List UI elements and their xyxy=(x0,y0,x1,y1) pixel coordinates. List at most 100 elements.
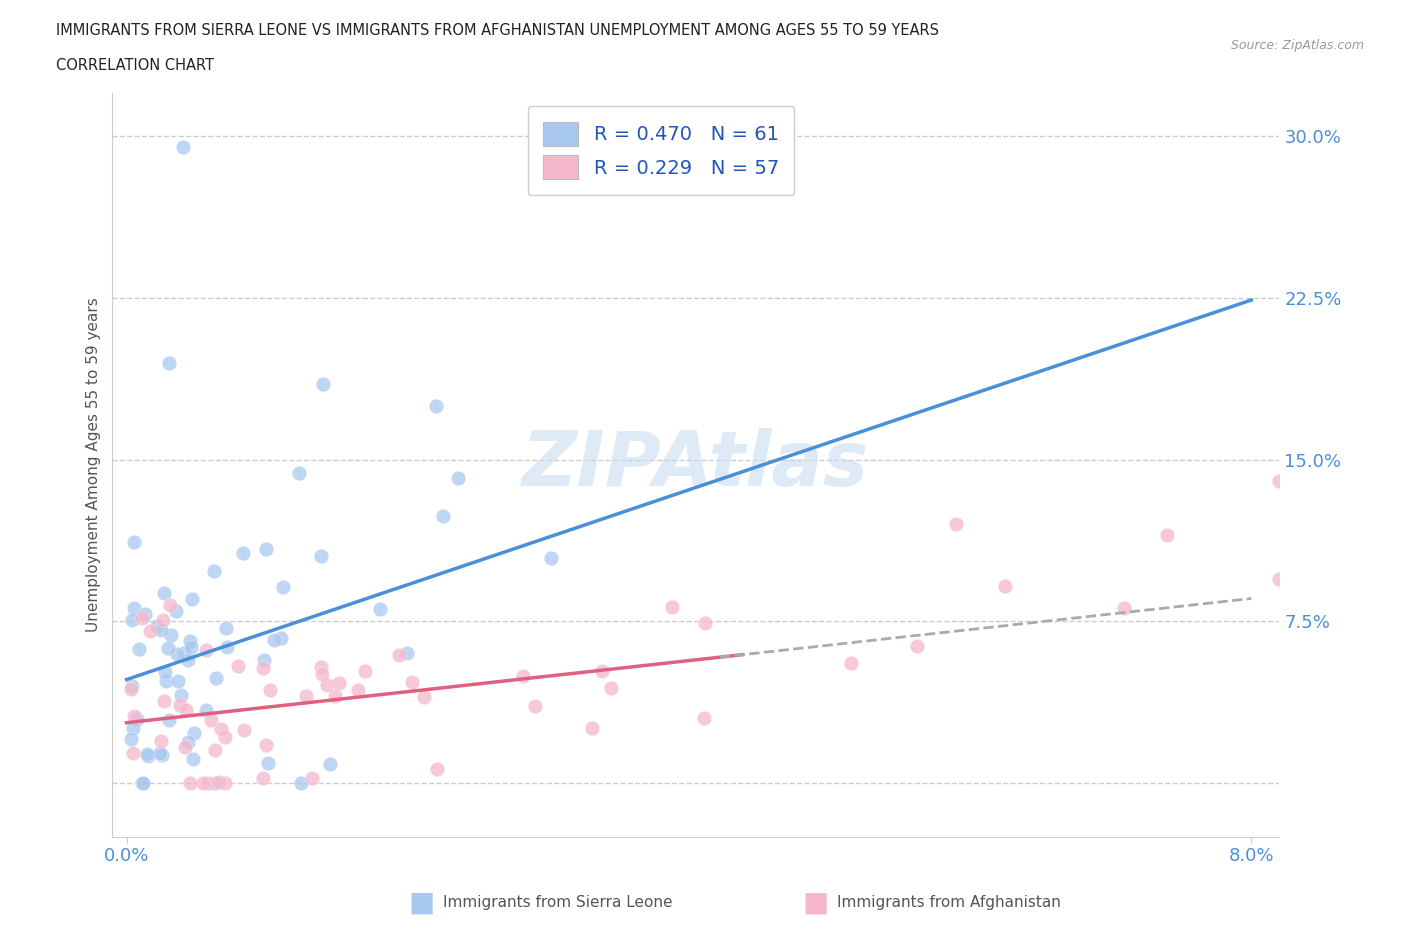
Point xyxy=(661,600,683,615)
Point xyxy=(347,683,370,698)
Point xyxy=(136,749,159,764)
Point xyxy=(524,698,547,713)
Text: CORRELATION CHART: CORRELATION CHART xyxy=(56,58,214,73)
Point xyxy=(354,664,377,679)
Point xyxy=(134,606,156,621)
Point xyxy=(945,517,967,532)
Point xyxy=(124,534,146,549)
Point xyxy=(328,676,350,691)
Point xyxy=(183,725,205,740)
Point xyxy=(994,578,1017,593)
Point xyxy=(177,652,200,667)
Point xyxy=(136,747,159,762)
Point xyxy=(122,601,145,616)
Point xyxy=(194,702,217,717)
Point xyxy=(311,667,333,682)
Point xyxy=(540,551,562,565)
Point xyxy=(152,612,174,627)
Point xyxy=(252,660,274,675)
Point xyxy=(295,688,318,703)
Point xyxy=(309,549,332,564)
Point xyxy=(254,737,277,752)
Point xyxy=(204,742,226,757)
Point xyxy=(181,591,204,606)
Point xyxy=(155,665,177,680)
Point xyxy=(146,618,169,633)
Point xyxy=(271,579,294,594)
Point xyxy=(301,770,323,785)
Point xyxy=(232,546,254,561)
Point xyxy=(180,640,202,655)
Point xyxy=(157,640,180,655)
Point xyxy=(426,762,449,777)
Text: ■: ■ xyxy=(803,888,828,916)
Point xyxy=(202,564,225,578)
Point xyxy=(323,688,346,703)
Legend: R = 0.470   N = 61, R = 0.229   N = 57: R = 0.470 N = 61, R = 0.229 N = 57 xyxy=(527,106,794,194)
Point xyxy=(591,663,613,678)
Point xyxy=(839,656,862,671)
Point xyxy=(132,776,155,790)
Point xyxy=(693,616,716,631)
Point xyxy=(312,377,335,392)
Point xyxy=(157,713,180,728)
Point xyxy=(152,585,174,600)
Point xyxy=(120,732,142,747)
Point xyxy=(256,756,278,771)
Point xyxy=(319,757,342,772)
Point xyxy=(204,671,226,685)
Point xyxy=(388,647,411,662)
Point xyxy=(309,659,332,674)
Point xyxy=(179,776,201,790)
Point xyxy=(177,735,200,750)
Point xyxy=(160,627,183,642)
Point xyxy=(270,631,292,645)
Point xyxy=(179,633,201,648)
Point xyxy=(208,774,231,789)
Point xyxy=(425,398,447,413)
Point xyxy=(167,673,190,688)
Point xyxy=(191,776,214,790)
Point xyxy=(122,721,145,736)
Point xyxy=(446,471,468,485)
Point xyxy=(169,698,191,712)
Point xyxy=(131,776,153,790)
Point xyxy=(1156,527,1178,542)
Point xyxy=(152,747,174,762)
Point xyxy=(214,730,236,745)
Point xyxy=(122,745,145,760)
Point xyxy=(159,597,181,612)
Point xyxy=(155,673,177,688)
Point xyxy=(120,682,142,697)
Point xyxy=(124,709,146,724)
Point xyxy=(581,721,603,736)
Point xyxy=(316,678,339,693)
Point xyxy=(194,643,217,658)
Point xyxy=(149,745,172,760)
Point xyxy=(259,683,281,698)
Text: Immigrants from Afghanistan: Immigrants from Afghanistan xyxy=(837,895,1060,910)
Point xyxy=(121,678,143,693)
Point xyxy=(215,640,238,655)
Point xyxy=(173,645,195,660)
Point xyxy=(170,688,193,703)
Point xyxy=(693,711,716,726)
Point xyxy=(395,646,418,661)
Point xyxy=(228,658,250,673)
Point xyxy=(252,771,274,786)
Point xyxy=(253,652,276,667)
Point xyxy=(1268,473,1291,488)
Point xyxy=(401,675,423,690)
Point xyxy=(512,668,534,683)
Point xyxy=(139,623,162,638)
Text: IMMIGRANTS FROM SIERRA LEONE VS IMMIGRANTS FROM AFGHANISTAN UNEMPLOYMENT AMONG A: IMMIGRANTS FROM SIERRA LEONE VS IMMIGRAN… xyxy=(56,23,939,38)
Point xyxy=(1268,572,1291,587)
Point xyxy=(287,466,309,481)
Point xyxy=(157,355,180,370)
Point xyxy=(233,723,256,737)
Point xyxy=(166,646,188,661)
Point xyxy=(174,739,197,754)
Point xyxy=(254,542,277,557)
Point xyxy=(125,711,148,726)
Point xyxy=(290,776,312,790)
